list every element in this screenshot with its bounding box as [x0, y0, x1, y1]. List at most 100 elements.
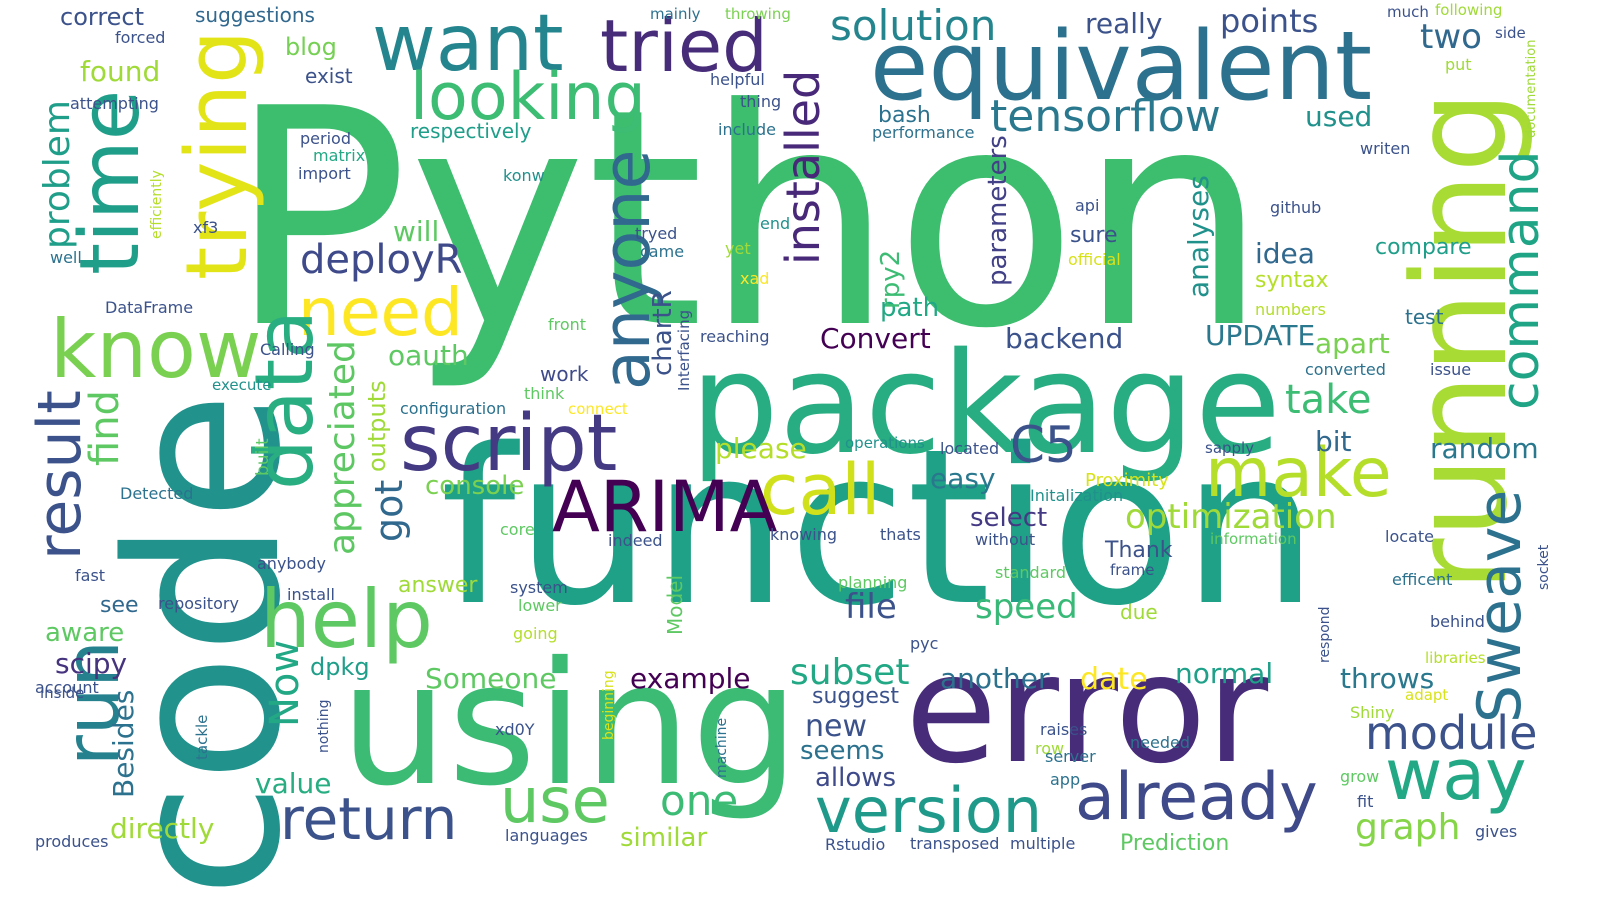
word-graph: graph — [1355, 807, 1461, 848]
word-needed: needed — [1130, 733, 1190, 752]
word-interfacing: Interfacing — [675, 309, 693, 391]
word-initalization: Initalization — [1030, 486, 1124, 505]
word-used: used — [1305, 100, 1373, 133]
word-function: function — [440, 402, 1319, 653]
word-frame: frame — [1110, 561, 1155, 579]
word-efficent: efficent — [1392, 570, 1453, 589]
word-got: got — [367, 479, 411, 542]
word-need: need — [298, 274, 463, 351]
word-lower: lower — [518, 596, 562, 615]
word-documentation: documentation — [1524, 39, 1539, 138]
word-bash: bash — [878, 103, 931, 128]
word-adapt: adapt — [1405, 686, 1449, 704]
word-built: built — [253, 438, 273, 476]
word-package: package — [690, 323, 1282, 486]
word-another: another — [940, 662, 1050, 695]
word-blog: blog — [285, 33, 337, 61]
word-system: system — [510, 578, 568, 597]
word-scipy: scipy — [55, 647, 128, 680]
word-make: make — [1205, 434, 1392, 513]
word-oauth: oauth — [388, 339, 469, 372]
word-sweave: Sweave — [1465, 489, 1535, 723]
word-configuration: configuration — [400, 399, 507, 418]
word-normal: normal — [1175, 657, 1274, 690]
word-thank: Thank — [1105, 538, 1173, 563]
word-allows: allows — [815, 763, 897, 793]
word-proximity: Proximity — [1085, 470, 1169, 491]
word-suggest: suggest — [812, 684, 899, 709]
word-due: due — [1120, 600, 1158, 624]
word-standard: standard — [995, 563, 1066, 582]
word-much: much — [1387, 3, 1429, 21]
word-row: row — [1035, 739, 1065, 758]
word-syntax: syntax — [1255, 268, 1329, 293]
word-convert: Convert — [820, 322, 931, 355]
word-found: found — [80, 55, 161, 88]
word-directly: directly — [110, 812, 215, 845]
word-fit: fit — [1357, 792, 1374, 811]
word-github: github — [1270, 198, 1322, 217]
word-server: server — [1045, 747, 1096, 766]
word-problem: problem — [37, 100, 78, 249]
word-result: result — [25, 390, 95, 560]
word-reaching: reaching — [700, 327, 770, 346]
word-indeed: indeed — [608, 531, 663, 550]
word-libraries: libraries — [1425, 649, 1486, 667]
word-easy: easy — [930, 462, 996, 495]
word-version: version — [815, 774, 1043, 847]
word-helpful: helpful — [710, 70, 765, 89]
word-random: random — [1430, 432, 1539, 465]
word-console: console — [425, 471, 525, 501]
word-seems: seems — [800, 736, 885, 766]
word-aware: aware — [45, 618, 125, 648]
word-fast: fast — [75, 566, 106, 585]
word-think: think — [524, 384, 565, 403]
word-using: using — [340, 626, 800, 824]
word-repository: repository — [158, 594, 239, 613]
word-new: new — [805, 709, 868, 744]
word-apart: apart — [1315, 327, 1390, 360]
word-connect: connect — [568, 400, 628, 418]
word-install: install — [287, 585, 335, 604]
word-knowing: knowing — [770, 525, 838, 544]
word-put: put — [1445, 55, 1472, 74]
word-throws: throws — [1340, 662, 1435, 695]
word-c5: C5 — [1010, 416, 1077, 474]
word-date: date — [1080, 662, 1148, 697]
word-chartr: chartR — [648, 290, 678, 376]
word-solution: solution — [830, 1, 997, 50]
word-came: came — [640, 242, 685, 261]
word-attempting: attempting — [70, 94, 159, 113]
word-gives: gives — [1475, 822, 1518, 841]
word-dpkg: dpkg — [310, 653, 370, 681]
word-throwing: throwing — [725, 5, 791, 23]
word-already: already — [1075, 760, 1318, 835]
word-detected: Detected — [120, 484, 194, 503]
word-sure: sure — [1070, 223, 1118, 248]
word-see: see — [100, 593, 139, 618]
word-take: take — [1285, 377, 1372, 423]
word-without: without — [975, 530, 1036, 549]
word-prediction: Prediction — [1120, 831, 1230, 856]
word-api: api — [1075, 196, 1100, 215]
word-model: Model — [663, 574, 687, 635]
word-want: want — [372, 0, 564, 89]
word-writen: writen — [1360, 139, 1411, 158]
word-operations: operations — [845, 434, 925, 452]
word-core: core — [500, 520, 535, 539]
word-work: work — [540, 362, 589, 386]
word-respond: respond — [1317, 606, 1333, 663]
word-compare: compare — [1375, 235, 1472, 260]
word-know: know — [50, 303, 262, 396]
word-will: will — [393, 215, 440, 248]
word-command: command — [1491, 150, 1551, 410]
word-error: error — [905, 623, 1269, 797]
word-calling: Calling — [260, 340, 315, 359]
word-include: include — [718, 120, 776, 139]
word-time: time — [63, 89, 158, 275]
word-suggestions: suggestions — [195, 3, 315, 27]
word-tackle: tackle — [193, 714, 211, 760]
word-locate: locate — [1385, 527, 1434, 546]
word-now: Now — [262, 639, 308, 727]
